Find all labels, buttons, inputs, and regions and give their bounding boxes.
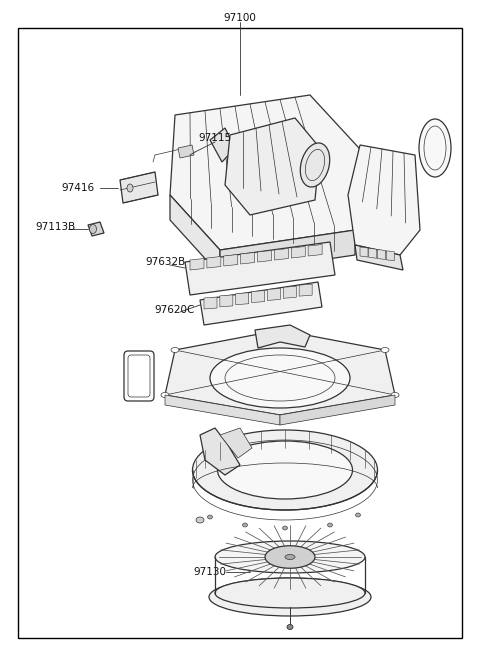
Text: 97130: 97130 — [193, 567, 227, 577]
Polygon shape — [178, 145, 194, 158]
Polygon shape — [386, 251, 394, 261]
Text: 97113B: 97113B — [35, 222, 75, 232]
Polygon shape — [207, 257, 221, 268]
Polygon shape — [308, 244, 322, 256]
Polygon shape — [236, 293, 249, 305]
Ellipse shape — [327, 523, 333, 527]
Polygon shape — [185, 242, 335, 295]
Polygon shape — [165, 395, 280, 425]
Polygon shape — [257, 250, 272, 262]
Ellipse shape — [171, 348, 179, 352]
Ellipse shape — [265, 546, 315, 569]
Polygon shape — [200, 282, 322, 325]
Polygon shape — [190, 259, 204, 270]
Polygon shape — [220, 230, 355, 275]
Polygon shape — [210, 128, 235, 162]
Polygon shape — [165, 330, 395, 415]
Polygon shape — [204, 297, 217, 309]
Text: 97100: 97100 — [224, 13, 256, 23]
Ellipse shape — [215, 541, 365, 573]
Ellipse shape — [209, 578, 371, 616]
Polygon shape — [275, 248, 288, 260]
Ellipse shape — [127, 184, 133, 192]
Ellipse shape — [89, 225, 96, 233]
Text: 97416: 97416 — [61, 183, 95, 193]
Ellipse shape — [161, 392, 169, 398]
Ellipse shape — [287, 624, 293, 629]
Polygon shape — [224, 255, 238, 266]
Polygon shape — [220, 428, 252, 458]
Polygon shape — [267, 288, 280, 301]
Ellipse shape — [215, 578, 365, 608]
Text: 97115: 97115 — [198, 133, 231, 143]
Polygon shape — [348, 145, 420, 255]
Polygon shape — [225, 118, 320, 215]
Polygon shape — [220, 295, 233, 307]
Polygon shape — [200, 428, 240, 475]
Text: 97632B: 97632B — [145, 257, 185, 267]
Ellipse shape — [283, 526, 288, 530]
Polygon shape — [170, 95, 370, 250]
Polygon shape — [120, 172, 158, 203]
Polygon shape — [280, 395, 395, 425]
Polygon shape — [299, 284, 312, 296]
Ellipse shape — [192, 430, 377, 510]
Polygon shape — [252, 291, 264, 303]
Ellipse shape — [210, 348, 350, 408]
Ellipse shape — [196, 517, 204, 523]
Ellipse shape — [300, 143, 330, 187]
Polygon shape — [360, 247, 368, 257]
Ellipse shape — [419, 119, 451, 177]
Ellipse shape — [356, 513, 360, 517]
Polygon shape — [369, 248, 377, 258]
Ellipse shape — [285, 555, 295, 559]
Polygon shape — [283, 286, 296, 298]
Ellipse shape — [381, 348, 389, 352]
Polygon shape — [377, 250, 385, 259]
Ellipse shape — [217, 441, 352, 499]
Polygon shape — [255, 325, 310, 348]
Text: 97620C: 97620C — [155, 305, 195, 315]
Polygon shape — [88, 222, 104, 236]
Polygon shape — [291, 246, 305, 258]
Polygon shape — [240, 252, 254, 264]
Ellipse shape — [207, 515, 213, 519]
Ellipse shape — [242, 523, 248, 527]
Ellipse shape — [391, 392, 399, 398]
Polygon shape — [355, 245, 403, 270]
Polygon shape — [170, 195, 220, 275]
